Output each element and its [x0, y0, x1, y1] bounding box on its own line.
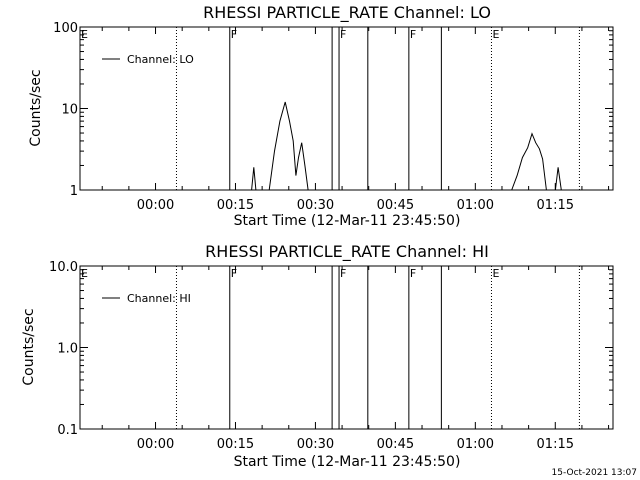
y-tick-label: 10 — [61, 103, 78, 118]
series-line — [80, 101, 613, 191]
plot-area: 00:00 00:15 00:30 00:45 01:00 01:15 0.1 1.0 10.0… — [49, 260, 614, 452]
legend: Channel: HI — [102, 292, 191, 305]
x-axis-label: Start Time (12-Mar-11 23:45:50) — [234, 454, 461, 470]
x-tick-label: 00:45 — [377, 198, 414, 213]
x-tick-label: 00:15 — [217, 198, 254, 213]
legend-entry: Channel: HI — [127, 292, 191, 305]
x-tick-label: 01:00 — [457, 437, 494, 452]
event-flag: F — [410, 28, 416, 41]
x-tick-label: 01:15 — [537, 198, 574, 213]
x-tick-label: 00:30 — [297, 437, 334, 452]
event-flag: F — [340, 267, 346, 280]
legend: Channel: LO — [102, 53, 194, 66]
chart-title: RHESSI PARTICLE_RATE Channel: LO — [203, 3, 491, 23]
corner-flag: E — [81, 28, 88, 41]
x-tick-label: 00:00 — [137, 198, 174, 213]
x-tick-label: 00:45 — [377, 437, 414, 452]
panel-lo: RHESSI PARTICLE_RATE Channel: LO 00:00 00… — [28, 3, 614, 229]
panel-hi: RHESSI PARTICLE_RATE Channel: HI 00:00 00… — [21, 242, 614, 470]
y-tick-label: 10.0 — [49, 260, 78, 275]
y-tick-label: 0.1 — [57, 423, 78, 438]
event-flag: F — [410, 267, 416, 280]
x-tick-label: 00:30 — [297, 198, 334, 213]
x-axis-label: Start Time (12-Mar-11 23:45:50) — [234, 213, 461, 229]
x-tick-label: 00:00 — [137, 437, 174, 452]
event-flag: F — [231, 28, 237, 41]
x-tick-label: 01:15 — [537, 437, 574, 452]
plot-area: 00:00 00:15 00:30 00:45 01:00 01:15 1 10 100 F F F E… — [53, 21, 614, 213]
event-flag: E — [492, 267, 499, 280]
y-tick-label: 100 — [53, 21, 78, 36]
x-tick-label: 01:00 — [457, 198, 494, 213]
y-axis-label: Counts/sec — [21, 308, 37, 385]
event-flag: F — [340, 28, 346, 41]
footer-timestamp: 15-Oct-2021 13:07 — [552, 468, 637, 478]
event-flag: E — [492, 28, 499, 41]
event-flag: F — [231, 267, 237, 280]
y-axis-label: Counts/sec — [28, 69, 44, 146]
y-tick-label: 1.0 — [57, 342, 78, 357]
y-tick-label: 1 — [70, 184, 78, 199]
legend-entry: Channel: LO — [127, 53, 194, 66]
corner-flag: E — [81, 267, 88, 280]
chart-title: RHESSI PARTICLE_RATE Channel: HI — [205, 242, 489, 262]
x-tick-label: 00:15 — [217, 437, 254, 452]
